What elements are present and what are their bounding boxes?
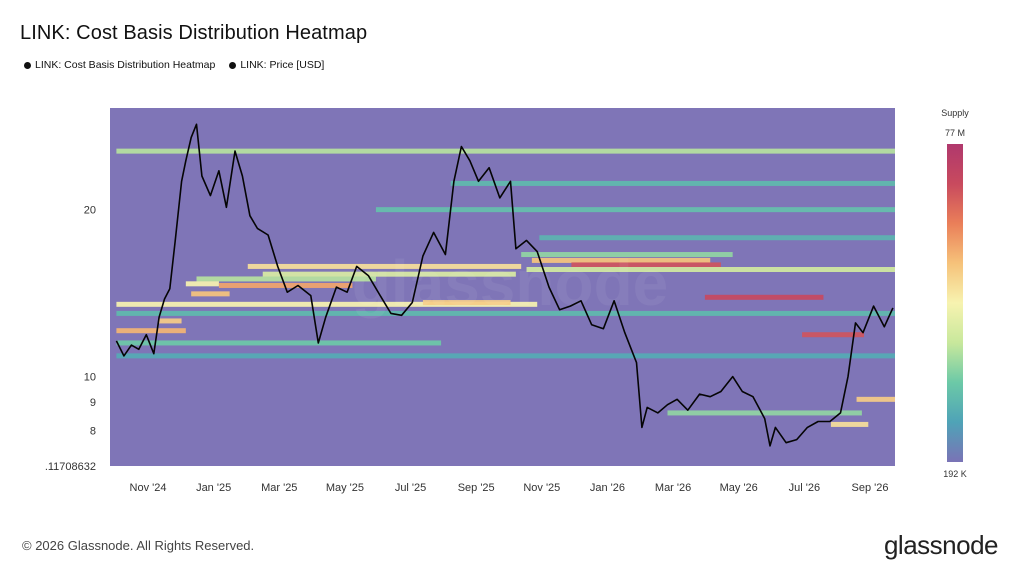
x-tick-label: Jan '25 — [196, 482, 231, 494]
x-tick-label: Mar '26 — [655, 482, 691, 494]
heatmap-band — [185, 281, 219, 287]
legend-item-price[interactable]: LINK: Price [USD] — [229, 59, 324, 71]
heatmap-band — [116, 310, 895, 316]
heatmap-band — [116, 328, 186, 334]
x-tick-label: Sep '25 — [458, 482, 495, 494]
heatmap-band — [375, 207, 895, 213]
watermark-logo: glassnode — [352, 247, 669, 319]
x-tick-label: Mar '25 — [261, 482, 297, 494]
glassnode-logo: glassnode — [883, 530, 999, 560]
colorbar-title: Supply — [941, 108, 969, 118]
x-tick-label: Nov '24 — [130, 482, 167, 494]
chart-legend: LINK: Cost Basis Distribution Heatmap LI… — [24, 59, 324, 71]
colorbar: Supply 77 M 192 K — [941, 108, 969, 479]
price-line — [115, 123, 894, 447]
x-tick-label: Sep '26 — [852, 482, 889, 494]
heatmap-bands — [116, 148, 895, 427]
heatmap-band — [539, 235, 895, 241]
heatmap-band — [830, 421, 869, 427]
x-tick-label: Jan '26 — [590, 482, 625, 494]
legend-item-heatmap[interactable]: LINK: Cost Basis Distribution Heatmap — [24, 59, 215, 71]
copyright-text: © 2026 Glassnode. All Rights Reserved. — [22, 538, 255, 553]
heatmap-band — [218, 282, 353, 288]
y-tick-label: 8 — [90, 425, 96, 437]
heatmap-band — [422, 300, 511, 306]
colorbar-max-label: 77 M — [945, 128, 965, 138]
heatmap-band — [526, 267, 895, 273]
heatmap-band — [450, 180, 895, 186]
y-tick-label: 10 — [84, 372, 96, 384]
heatmap-band — [196, 276, 376, 282]
x-tick-label: Jul '26 — [789, 482, 820, 494]
heatmap-band — [531, 257, 711, 263]
x-tick-label: May '25 — [326, 482, 364, 494]
heatmap-band — [521, 252, 733, 258]
heatmap-band — [116, 340, 442, 346]
legend-dot-icon — [229, 61, 237, 69]
heatmap-band — [571, 262, 721, 268]
legend-label-heatmap: LINK: Cost Basis Distribution Heatmap — [35, 59, 216, 71]
heatmap-band — [247, 263, 522, 269]
heatmap-band — [116, 353, 895, 359]
heatmap-band — [159, 318, 182, 324]
legend-dot-icon — [24, 61, 31, 69]
heatmap-band — [116, 148, 895, 154]
y-axis: 8 9 10 20 .11708632 — [45, 205, 96, 473]
heatmap-band — [116, 301, 538, 307]
x-axis: Nov '24 Jan '25 Mar '25 May '25 Jul '25 Sep '… — [130, 482, 889, 494]
y-min-label: .11708632 — [45, 461, 96, 473]
y-tick-label: 9 — [90, 397, 96, 409]
heatmap-band — [191, 291, 230, 297]
heatmap-band — [667, 410, 862, 416]
chart-title: LINK: Cost Basis Distribution Heatmap — [20, 22, 368, 44]
heatmap-band — [856, 396, 895, 402]
colorbar-min-label: 192 K — [943, 469, 967, 479]
heatmap-band — [262, 271, 516, 277]
x-tick-label: Nov '25 — [523, 482, 560, 494]
legend-label-price: LINK: Price [USD] — [240, 59, 325, 71]
x-tick-label: May '26 — [720, 482, 758, 494]
x-tick-label: Jul '25 — [395, 482, 426, 494]
heatmap-band — [802, 332, 865, 338]
price-series — [115, 123, 894, 447]
heatmap-band — [704, 294, 824, 300]
y-tick-label: 20 — [84, 205, 96, 217]
colorbar-gradient — [947, 144, 963, 462]
